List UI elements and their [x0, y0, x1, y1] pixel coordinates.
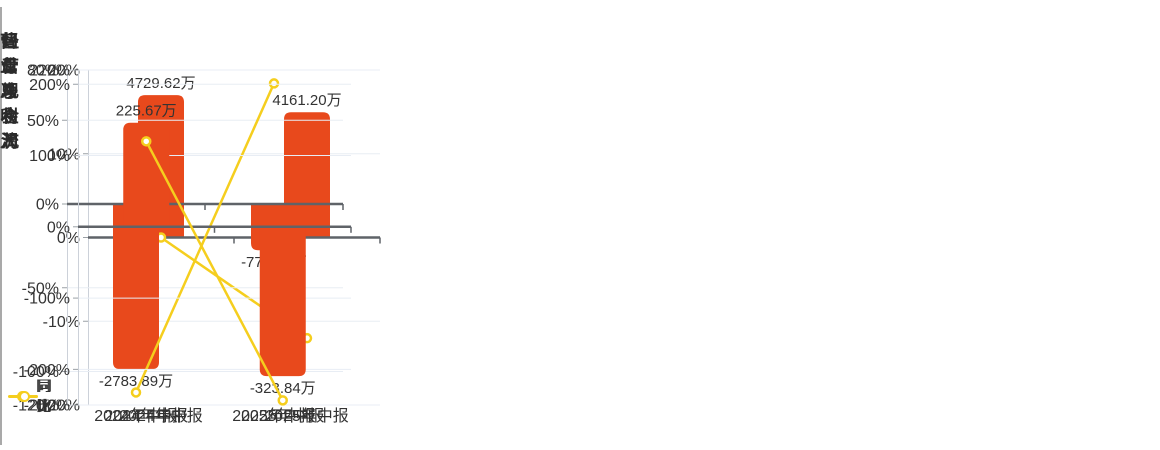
y-axis-label: 0%: [36, 197, 59, 214]
x-axis-label: 2025年中报: [232, 407, 316, 425]
y-axis-label: -100%: [24, 291, 70, 308]
yoy-line-point-1[interactable]: [277, 395, 288, 406]
yoy-line: [145, 140, 284, 401]
y-axis-label: 0%: [57, 230, 80, 247]
y-axis-label: 10%: [48, 146, 80, 163]
x-axis-label: 2024年中报: [94, 407, 178, 425]
panel-divider: [1, 7, 2, 445]
line-series-legend-label: 同比: [38, 378, 52, 414]
bar-value-label: 4729.62万: [126, 75, 195, 92]
y-axis-label: -120%: [13, 398, 59, 415]
bar-value-label: 4161.20万: [272, 92, 341, 109]
y-axis-label: 50%: [27, 113, 59, 130]
y-axis-label: 80%: [27, 63, 59, 80]
yoy-line-point-1[interactable]: [268, 78, 280, 89]
y-axis-label: -20%: [43, 398, 80, 415]
y-axis-label: -250%: [24, 398, 70, 415]
chart-plot-cashflow: 220%200% 100% 0% -100% -200% -250% 225.67万 -323…: [24, 63, 352, 425]
y-axis-label: -100%: [13, 364, 59, 381]
yoy-line-point-0[interactable]: [130, 387, 142, 398]
chart-plot-net-profit: 80%50%0%-50%-100%-120%-2783.89万-779.66万2…: [13, 63, 344, 425]
bar-value-label: -2783.89万: [99, 373, 173, 390]
x-axis-label: 2024年中报: [104, 407, 188, 425]
y-axis-label: 100%: [29, 148, 70, 165]
bar-value-label: -323.84万: [250, 380, 316, 397]
y-axis-label: -200%: [24, 362, 70, 379]
legend-item-line-series[interactable]: 同比: [10, 376, 59, 416]
x-axis-label: 2025年中报: [241, 407, 325, 425]
x-axis-label: 2025年中报: [265, 407, 349, 425]
line-series-marker-icon: [10, 390, 38, 403]
x-axis-label: 2024年中报: [119, 407, 203, 425]
yoy-line-point-0[interactable]: [141, 136, 152, 147]
y-axis-label: 200%: [29, 77, 70, 94]
y-axis-label: -50%: [22, 280, 59, 297]
panel-divider: [0, 7, 1, 445]
bar-category-0[interactable]: [113, 204, 159, 370]
bar-category-1[interactable]: [259, 226, 306, 377]
y-axis-label: -10%: [43, 314, 80, 331]
y-axis-label: 20%: [48, 63, 80, 80]
line-series-legend-label: 同比: [36, 378, 50, 414]
bar-category-0[interactable]: [123, 122, 170, 227]
y-axis-label: 0%: [47, 219, 70, 236]
y-axis-label: 220%: [29, 63, 70, 80]
yoy-line: [134, 82, 276, 393]
bar-value-label: 225.67万: [116, 103, 177, 120]
line-series-legend-label: 同比: [37, 378, 51, 414]
